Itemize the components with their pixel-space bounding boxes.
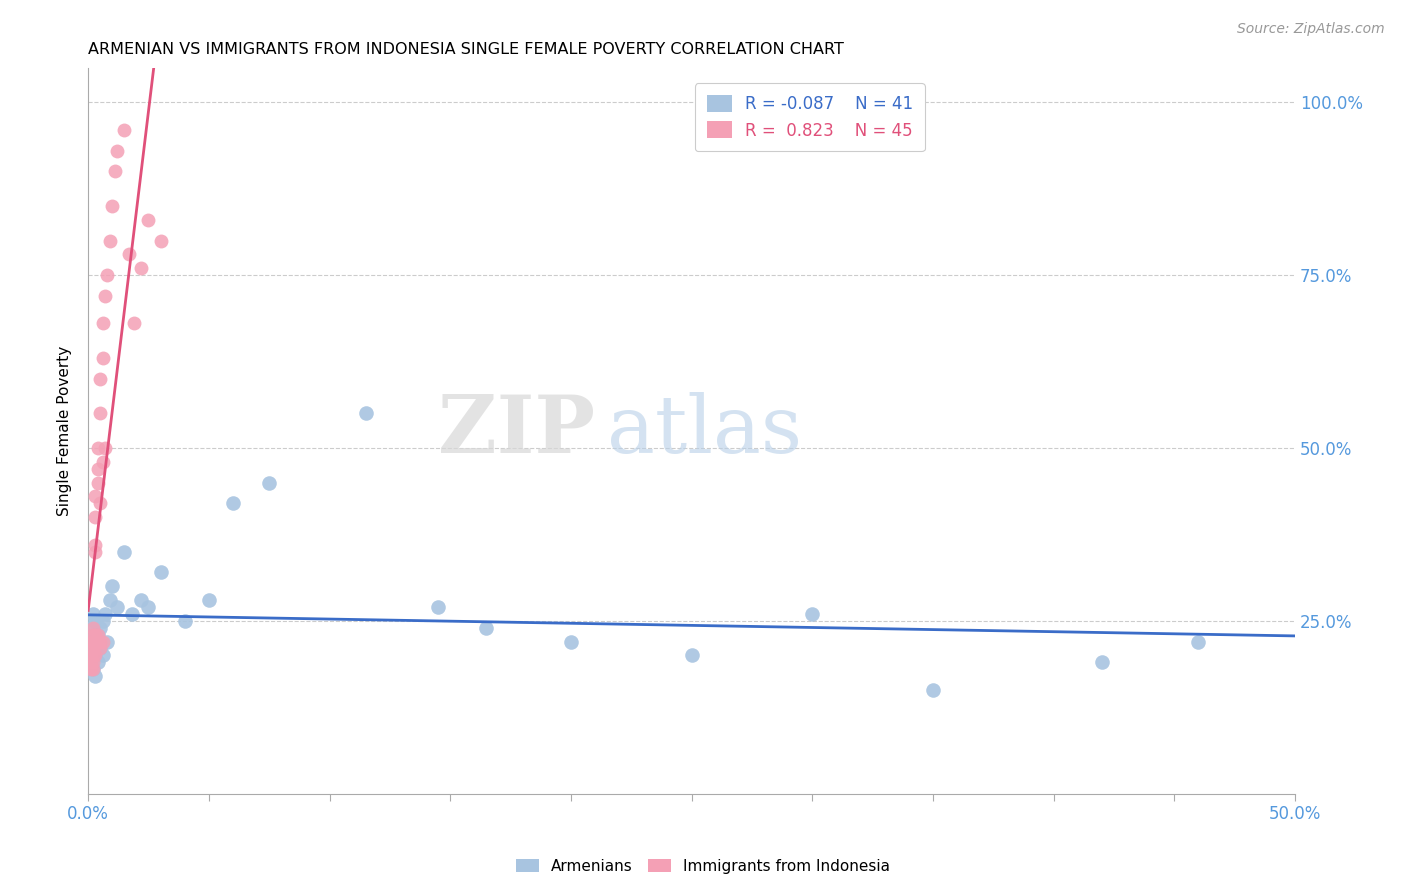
Point (87, 461, 110, 475)
Point (82, 662, 104, 676)
Point (222, 496, 245, 510)
Point (681, 648, 703, 663)
Point (560, 634, 582, 648)
Point (96, 268, 118, 282)
Point (89, 641, 111, 656)
Point (82, 641, 104, 656)
Point (257, 475, 280, 490)
Point (87, 627, 110, 641)
Point (89, 496, 111, 510)
Point (89, 641, 111, 656)
Point (91, 455, 114, 469)
Point (89, 406, 111, 420)
Point (801, 607, 824, 621)
Point (87, 634, 110, 648)
Point (112, 544, 135, 558)
Point (129, 261, 152, 276)
Point (82, 648, 104, 663)
Point (87, 655, 110, 669)
Point (79, 634, 101, 648)
Point (922, 682, 945, 697)
Point (82, 634, 104, 648)
Point (84, 627, 107, 641)
Point (82, 655, 104, 669)
Point (79, 621, 101, 635)
Point (475, 621, 498, 635)
Point (138, 599, 160, 614)
Point (98, 593, 121, 607)
Point (98, 234, 121, 248)
Point (91, 648, 114, 663)
Point (84, 614, 107, 628)
Point (198, 593, 221, 607)
Point (84, 510, 107, 524)
Point (94, 289, 117, 303)
Point (89, 634, 111, 648)
Point (87, 634, 110, 648)
Point (89, 372, 111, 386)
Point (101, 579, 124, 593)
Text: ZIP: ZIP (439, 392, 595, 470)
Point (82, 627, 104, 641)
Point (79, 655, 101, 669)
Point (87, 441, 110, 455)
Point (149, 566, 172, 580)
Point (104, 164, 127, 178)
Point (91, 614, 114, 628)
Text: ARMENIAN VS IMMIGRANTS FROM INDONESIA SINGLE FEMALE POVERTY CORRELATION CHART: ARMENIAN VS IMMIGRANTS FROM INDONESIA SI… (89, 42, 844, 57)
Point (91, 634, 114, 648)
Point (149, 234, 172, 248)
Text: atlas: atlas (607, 392, 803, 470)
Point (79, 662, 101, 676)
Point (96, 634, 118, 648)
Point (173, 614, 195, 628)
Point (82, 621, 104, 635)
Legend: Armenians, Immigrants from Indonesia: Armenians, Immigrants from Indonesia (510, 853, 896, 880)
Point (84, 634, 107, 648)
Point (84, 634, 107, 648)
Point (94, 441, 117, 455)
Point (84, 648, 107, 663)
Point (122, 317, 145, 331)
Point (84, 538, 107, 552)
Point (82, 607, 104, 621)
Point (129, 593, 152, 607)
Point (82, 641, 104, 656)
Text: Source: ZipAtlas.com: Source: ZipAtlas.com (1237, 22, 1385, 37)
Point (79, 648, 101, 663)
Point (84, 669, 107, 683)
Point (1091, 655, 1114, 669)
Point (84, 544, 107, 558)
Point (82, 662, 104, 676)
Point (105, 599, 128, 614)
Point (84, 648, 107, 663)
Point (354, 406, 377, 420)
Point (91, 351, 114, 365)
Point (82, 627, 104, 641)
Point (79, 648, 101, 663)
Point (105, 144, 128, 158)
Point (91, 317, 114, 331)
Point (89, 621, 111, 635)
Point (94, 607, 117, 621)
Point (87, 475, 110, 490)
Point (118, 247, 141, 261)
Legend: R = -0.087    N = 41, R =  0.823    N = 45: R = -0.087 N = 41, R = 0.823 N = 45 (695, 83, 925, 152)
Point (138, 212, 160, 227)
Point (87, 627, 110, 641)
Point (1187, 634, 1209, 648)
Point (101, 199, 124, 213)
Point (121, 607, 143, 621)
Point (427, 599, 450, 614)
Point (84, 489, 107, 503)
Point (112, 123, 135, 137)
Y-axis label: Single Female Poverty: Single Female Poverty (58, 345, 72, 516)
Point (79, 634, 101, 648)
